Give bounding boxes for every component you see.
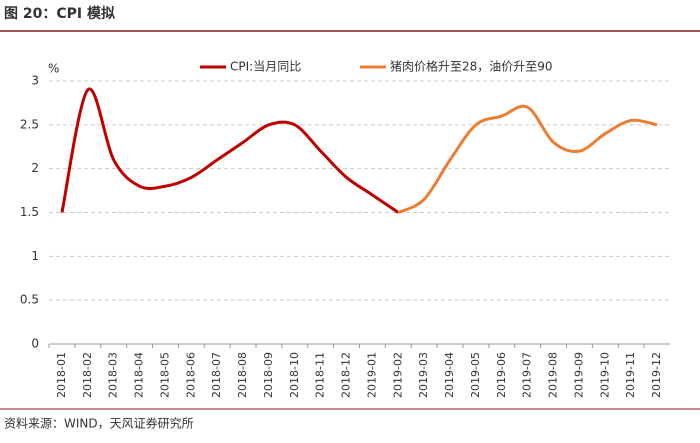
x-tick-label: 2019-03 xyxy=(417,352,430,398)
x-tick-label: 2018-08 xyxy=(236,352,249,398)
x-tick-label: 2019-09 xyxy=(572,352,585,398)
chart-title: 图 20：CPI 模拟 xyxy=(4,5,115,22)
x-tick-label: 2019-08 xyxy=(547,352,560,398)
x-tick-label: 2019-12 xyxy=(650,352,663,398)
y-tick-label: 3 xyxy=(31,74,39,88)
x-tick-label: 2019-07 xyxy=(521,352,534,398)
x-tick-label: 2019-02 xyxy=(391,352,404,398)
x-tick-label: 2018-11 xyxy=(314,352,327,398)
x-tick-label: 2018-06 xyxy=(184,352,197,398)
x-tick-label: 2019-04 xyxy=(443,352,456,398)
x-tick-label: 2019-01 xyxy=(365,352,378,398)
y-tick-label: 2.5 xyxy=(20,117,39,131)
x-tick-label: 2018-01 xyxy=(55,352,68,398)
y-tick-label: 2 xyxy=(31,161,39,175)
x-tick-label: 2019-05 xyxy=(469,352,482,398)
series-line xyxy=(397,104,658,214)
legend-label: CPI:当月同比 xyxy=(230,60,301,74)
x-tick-label: 2018-12 xyxy=(340,352,353,398)
x-tick-label: 2019-06 xyxy=(495,352,508,398)
source: 资料来源：WIND，天风证券研究所 xyxy=(4,416,194,431)
y-unit: % xyxy=(48,62,59,76)
x-tick-label: 2018-07 xyxy=(210,352,223,398)
x-tick-label: 2018-03 xyxy=(107,352,120,398)
series-line xyxy=(60,87,400,214)
x-tick-label: 2019-11 xyxy=(624,352,637,398)
y-tick-label: 1.5 xyxy=(20,205,39,219)
y-tick-label: 0 xyxy=(31,337,39,351)
x-tick-label: 2019-10 xyxy=(598,352,611,398)
legend-label: 猪肉价格升至28，油价升至90 xyxy=(390,59,553,74)
x-tick-label: 2018-10 xyxy=(288,352,301,398)
x-tick-label: 2018-04 xyxy=(133,352,146,398)
y-tick-label: 1 xyxy=(31,249,39,263)
y-tick-label: 0.5 xyxy=(20,293,39,307)
x-tick-label: 2018-02 xyxy=(81,352,94,398)
x-tick-label: 2018-05 xyxy=(158,352,171,398)
x-tick-label: 2018-09 xyxy=(262,352,275,398)
